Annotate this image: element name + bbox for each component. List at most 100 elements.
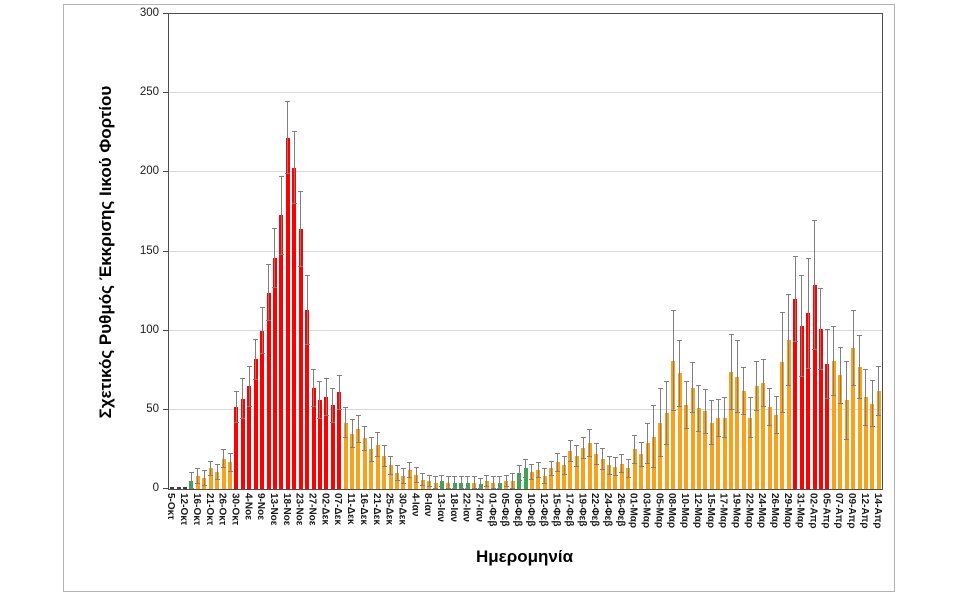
error-bar-part (287, 101, 289, 174)
error-bar-part (683, 427, 689, 429)
error-bar-part (614, 457, 616, 477)
error-bar (285, 101, 291, 174)
error-bar-part (375, 456, 381, 458)
bar (369, 449, 374, 489)
error-bar-part (627, 458, 629, 478)
error-bar-part (396, 465, 398, 482)
error-bar-part (580, 457, 586, 459)
x-tick-label: 02-Δεκ (319, 493, 331, 525)
error-bar (375, 432, 381, 458)
bar (285, 137, 290, 489)
error-bar (734, 340, 740, 413)
bar (722, 417, 727, 489)
error-bar-part (447, 476, 449, 489)
error-bar-part (606, 473, 612, 475)
error-bar (259, 306, 265, 355)
error-bar-part (683, 381, 689, 383)
error-bar-part (606, 455, 612, 457)
error-bar (343, 406, 349, 439)
error-bar-part (484, 486, 490, 488)
error-bar-part (717, 398, 719, 437)
x-tick-label: 8-Ιαν (422, 493, 434, 517)
error-bar (728, 333, 734, 410)
y-axis-title: Σχετικός Ρυθμός Έκκρισης Ιικού Φορτίου (96, 85, 115, 419)
error-bar-part (781, 311, 783, 413)
error-bar-part (529, 463, 535, 465)
x-tick-label: 17-Φεβ (563, 493, 575, 527)
bar (272, 257, 277, 489)
error-bar-part (831, 394, 837, 396)
error-bar-part (647, 422, 649, 464)
error-bar-part (407, 476, 413, 478)
error-bar-part (190, 471, 192, 489)
error-bar-part (323, 415, 329, 417)
error-bar-part (844, 360, 850, 362)
x-tick-label: 27-Νοε (306, 493, 318, 526)
error-bar-part (865, 368, 867, 426)
bar (774, 414, 778, 489)
x-tick-label: 5-Οκτ (165, 493, 177, 520)
x-tick-label: 07-Απρ (833, 493, 845, 529)
error-bar-part (460, 476, 462, 489)
error-bar-part (357, 414, 359, 444)
error-bar-part (818, 369, 824, 371)
error-bar-part (734, 340, 740, 342)
error-bar (645, 422, 651, 464)
error-bar-part (779, 412, 785, 413)
error-bar (612, 457, 618, 477)
error-bar-part (291, 131, 297, 133)
error-bar-part (779, 311, 785, 313)
error-bar-part (516, 465, 522, 467)
error-bar-part (336, 375, 342, 377)
error-bar (651, 405, 657, 469)
error-bar-part (465, 488, 471, 489)
bar (330, 405, 335, 489)
error-bar (593, 443, 599, 466)
error-bar-part (698, 384, 700, 432)
error-bar-part (255, 338, 257, 380)
error-bar-part (298, 191, 304, 193)
error-bar (606, 455, 612, 475)
error-bar (311, 368, 317, 407)
error-bar-part (857, 397, 863, 399)
bar (677, 373, 682, 489)
error-bar-part (268, 264, 270, 322)
error-bar-part (794, 256, 796, 342)
error-bar (600, 447, 606, 470)
error-bar-part (221, 467, 227, 469)
error-bar (779, 311, 785, 413)
error-bar-part (499, 476, 501, 489)
error-bar-part (587, 456, 593, 458)
y-tick-mark (163, 408, 168, 410)
bar (716, 417, 721, 489)
error-bar-part (769, 387, 771, 426)
error-bar-part (497, 488, 503, 489)
error-bar (587, 428, 593, 458)
y-tick-label: 250 (139, 86, 159, 99)
error-bar-part (664, 443, 670, 445)
error-bar-part (645, 462, 651, 464)
error-bar-part (349, 446, 355, 448)
error-bar-part (402, 468, 404, 485)
error-bar-part (375, 432, 381, 434)
error-bar-part (319, 381, 321, 420)
error-bar (490, 476, 496, 489)
error-bar (773, 395, 779, 434)
x-tick-label: 03-Μαρ (640, 493, 652, 529)
error-bar-part (201, 470, 207, 472)
bar (639, 454, 644, 489)
error-bar-part (580, 436, 586, 438)
error-bar-part (512, 473, 514, 489)
error-bar-part (621, 454, 623, 474)
bar (863, 397, 868, 489)
error-bar-part (246, 365, 252, 367)
error-bar-part (734, 412, 740, 413)
error-bar (240, 378, 246, 420)
bar (253, 359, 258, 489)
error-bar-part (426, 486, 432, 488)
error-bar-part (188, 488, 194, 489)
bar (876, 390, 881, 489)
error-bar (445, 476, 451, 489)
error-bar-part (690, 412, 695, 413)
